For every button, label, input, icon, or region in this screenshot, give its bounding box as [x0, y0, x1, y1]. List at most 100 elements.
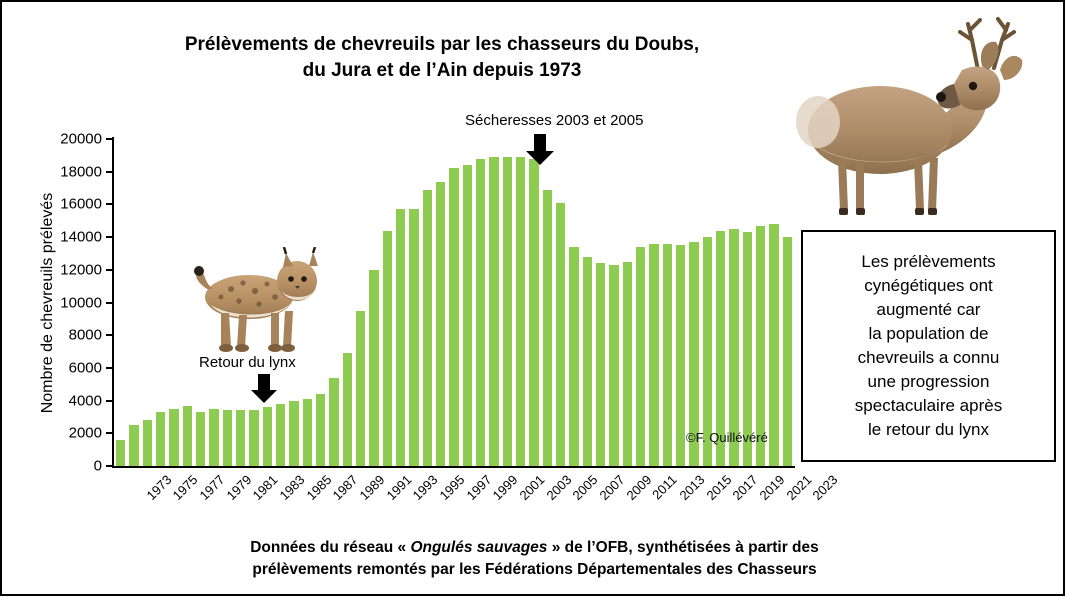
bar [356, 310, 366, 466]
x-tick-label: 1999 [489, 472, 521, 504]
bar [329, 377, 339, 466]
y-tick-mark [106, 268, 114, 271]
y-tick-label: 10000 [60, 294, 102, 311]
figure-caption-line-1: Données du réseau « Ongulés sauvages » d… [62, 537, 1007, 559]
bar [489, 157, 499, 466]
x-tick-label: 2007 [596, 472, 628, 504]
bar [702, 237, 712, 466]
x-tick-label: 1975 [169, 472, 201, 504]
annotation-retour-lynx-label: Retour du lynx [199, 354, 296, 371]
x-tick-label: 1997 [463, 472, 495, 504]
bar [582, 256, 592, 466]
x-tick-label: 2021 [783, 472, 815, 504]
bar [316, 394, 326, 466]
bar [689, 242, 699, 466]
y-tick-mark [106, 203, 114, 206]
bar [756, 225, 766, 466]
roe-deer-illustration [796, 17, 1023, 215]
x-tick-label: 1973 [143, 472, 175, 504]
explanation-box-text: Les prélèvements cynégétiques ont augmenté… [849, 250, 1008, 443]
x-tick-label: 2017 [729, 472, 761, 504]
x-tick-label: 1981 [249, 472, 281, 504]
credit-text: ©F. Quillévéré [686, 430, 768, 445]
y-tick-label: 14000 [60, 228, 102, 246]
bar [156, 412, 166, 466]
x-tick-label: 2009 [623, 472, 655, 504]
x-tick-label: 1985 [303, 472, 335, 504]
y-tick-label: 12000 [60, 261, 102, 279]
bar [142, 420, 152, 466]
bar [449, 168, 459, 466]
bar [182, 405, 192, 466]
explanation-line: cynégétiques ont [864, 275, 993, 295]
bar [169, 408, 179, 466]
y-tick-mark [106, 236, 114, 239]
caption-part-1: Données du réseau « [250, 539, 411, 556]
x-tick-label: 2003 [543, 472, 575, 504]
lynx-photo [187, 247, 332, 357]
y-tick-label: 20000 [60, 130, 102, 148]
bar [596, 263, 606, 466]
x-tick-label: 1979 [223, 472, 255, 504]
y-tick-mark [106, 301, 114, 304]
x-axis-labels: 1973 1975 1977 1979 1981 1983 1985 1987 1989 1991… [114, 472, 841, 532]
y-tick-label: 16000 [60, 195, 102, 213]
bar [369, 269, 379, 466]
x-tick-label: 2015 [703, 472, 735, 504]
bar [542, 189, 552, 466]
explanation-line: Les prélèvements [861, 251, 996, 271]
bar [636, 246, 646, 466]
y-tick-mark [106, 334, 114, 337]
bar [289, 400, 299, 466]
x-tick-label: 2013 [676, 472, 708, 504]
caption-italic: Ongulés sauvages [410, 539, 548, 556]
bar [302, 398, 312, 466]
bar [276, 403, 286, 466]
explanation-line: chevreuils a connu [857, 348, 1000, 367]
x-tick-label: 1995 [436, 472, 468, 504]
chart-title-line-2: du Jura et de l’Ain depuis 1973 [302, 59, 582, 81]
y-tick-label: 8000 [68, 326, 102, 344]
explanation-line: le retour du lynx [868, 420, 989, 440]
y-tick-mark [106, 432, 114, 435]
bar [436, 181, 446, 466]
bar [676, 245, 686, 466]
secheresses-arrow-icon [526, 134, 554, 165]
explanation-line: une progression [867, 372, 990, 392]
chart-title-line-1: Prélèvements de chevreuils par les chass… [184, 34, 700, 55]
bar [222, 410, 232, 466]
bar [209, 408, 219, 466]
annotation-secheresses-label: Sécheresses 2003 et 2005 [465, 112, 644, 129]
explanation-line: spectaculaire après [854, 396, 1003, 416]
bar [609, 264, 619, 466]
y-tick-label: 0 [93, 457, 102, 475]
bar [569, 246, 579, 466]
bar [129, 425, 139, 466]
x-axis-line [112, 466, 795, 468]
y-tick-mark [106, 465, 114, 467]
bar [409, 209, 419, 466]
y-tick-mark [106, 138, 114, 140]
figure-caption: Données du réseau « Ongulés sauvages » d… [62, 537, 1007, 582]
y-tick-label: 18000 [60, 163, 102, 181]
bar [249, 410, 259, 466]
x-tick-label: 2019 [756, 472, 788, 504]
x-tick-label: 1987 [329, 472, 361, 504]
lynx-illustration [194, 247, 318, 352]
bar [476, 158, 486, 466]
bar [396, 209, 406, 466]
bar [716, 230, 726, 466]
bar [502, 157, 512, 466]
bar [196, 412, 206, 466]
y-tick-label: 6000 [68, 359, 102, 377]
x-tick-label: 2011 [649, 472, 680, 503]
figure-caption-line-2: prélèvements remontés par les Fédération… [252, 561, 817, 579]
explanation-line: la population de [868, 323, 989, 343]
y-tick-mark [106, 366, 114, 369]
bar [622, 261, 632, 466]
x-tick-label: 1977 [196, 472, 228, 504]
y-tick-label: 4000 [68, 392, 102, 410]
bar [556, 202, 566, 466]
y-axis-title: Nombre de chevreuils prélevés [39, 192, 56, 414]
